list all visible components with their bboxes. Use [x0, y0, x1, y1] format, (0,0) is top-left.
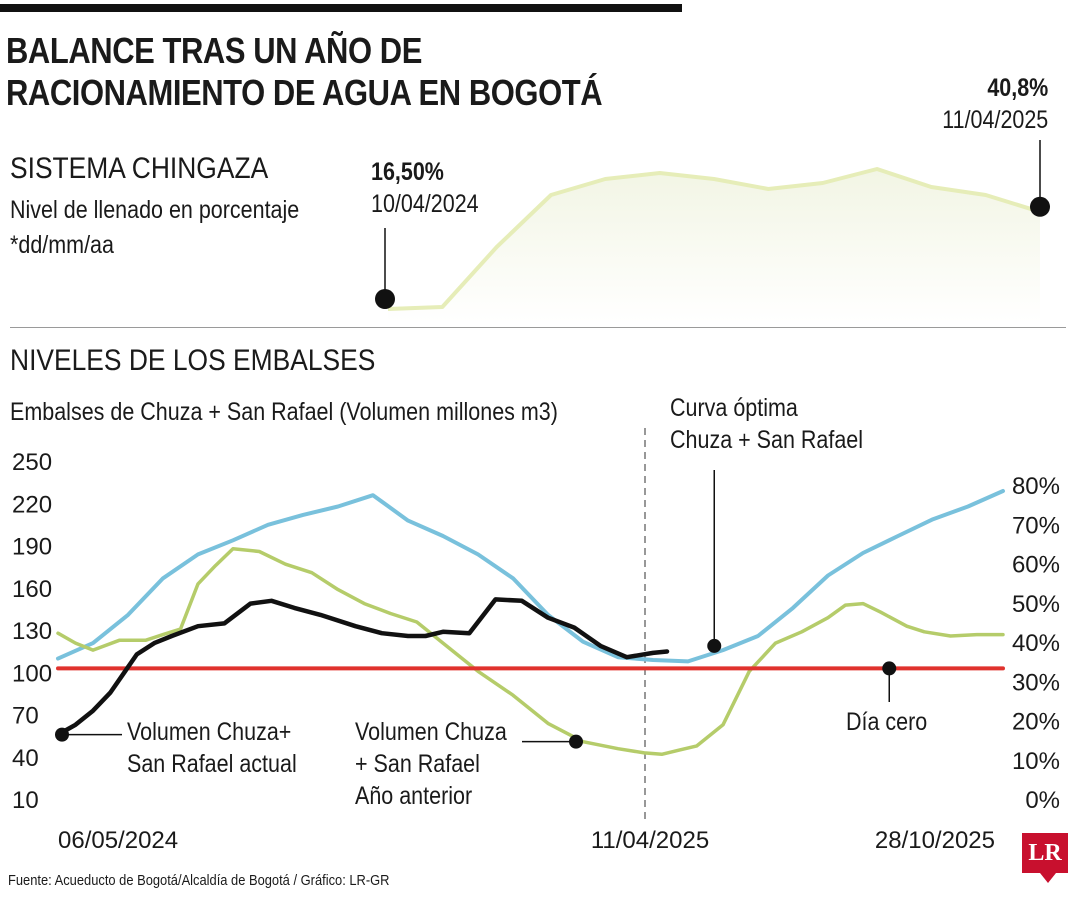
annotation-actual-line2: San Rafael actual — [127, 750, 297, 778]
lr-logo-tail — [1040, 873, 1056, 883]
y-tick-right-60pct: 60% — [1012, 552, 1060, 579]
x-tick-1: 11/04/2025 — [591, 827, 709, 854]
embalses-heading: NIVELES DE LOS EMBALSES — [10, 344, 376, 377]
marker-actual — [55, 727, 69, 742]
page-title: BALANCE TRAS UN AÑO DE RACIONAMIENTO DE … — [6, 30, 603, 114]
embalses-subtitle: Embalses de Chuza + San Rafael (Volumen … — [10, 398, 558, 426]
source-note: Fuente: Acueducto de Bogotá/Alcaldía de … — [8, 872, 390, 889]
annotation-anterior-line3: Año anterior — [355, 782, 473, 810]
chingaza-end-date: 11/04/2025 — [941, 106, 1048, 134]
y-tick-right-70pct: 70% — [1012, 512, 1060, 539]
y-tick-left-130: 130 — [12, 618, 52, 645]
section-divider — [10, 327, 1066, 328]
y-tick-right-80pct: 80% — [1012, 473, 1060, 500]
annotation-actual-line1: Volumen Chuza+ — [127, 718, 292, 746]
lr-logo: LR — [1022, 833, 1068, 873]
y-tick-right-50pct: 50% — [1012, 591, 1060, 618]
line-optima — [56, 489, 1005, 664]
annotation-optima: Curva óptima Chuza + San Rafael — [670, 392, 863, 456]
x-tick-0: 06/05/2024 — [58, 827, 178, 854]
top-rule — [0, 4, 682, 12]
y-tick-left-70: 70 — [12, 703, 39, 730]
marker-optima — [707, 638, 722, 653]
y-tick-right-0pct: 0% — [1025, 787, 1060, 814]
annotation-dia-cero: Día cero — [846, 708, 928, 736]
y-tick-right-40pct: 40% — [1012, 630, 1060, 657]
line-anterior — [56, 546, 1005, 757]
y-tick-left-100: 100 — [12, 660, 52, 687]
embalses-chart: 250 220 190 160 130 100 70 40 10 80% 70% 60% 50% 40% 3… — [12, 428, 1060, 854]
chingaza-end-value: 40,8% — [987, 74, 1048, 102]
y-tick-left-160: 160 — [12, 576, 52, 603]
annotation-optima-line2: Chuza + San Rafael — [670, 426, 864, 454]
y-tick-left-250: 250 — [12, 449, 52, 476]
y-tick-left-10: 10 — [12, 787, 39, 814]
chingaza-start-marker — [375, 289, 395, 309]
chingaza-area — [388, 169, 1040, 323]
chingaza-end-marker — [1030, 196, 1050, 217]
chingaza-date-format: *dd/mm/aa — [10, 231, 114, 259]
y-tick-left-220: 220 — [12, 491, 52, 518]
chingaza-end-annotation: 40,8% 11/04/2025 — [942, 72, 1048, 136]
annotation-actual: Volumen Chuza+ San Rafael actual — [127, 716, 297, 780]
annotation-anterior: Volumen Chuza + San Rafael Año anterior — [355, 716, 507, 812]
chingaza-subtitle: Nivel de llenado en porcentaje — [10, 196, 300, 224]
y-tick-left-40: 40 — [12, 745, 39, 772]
x-tick-2: 28/10/2025 — [875, 827, 995, 854]
title-line-2: RACIONAMIENTO DE AGUA EN BOGOTÁ — [6, 72, 603, 113]
title-line-1: BALANCE TRAS UN AÑO DE — [6, 30, 422, 71]
y-tick-right-20pct: 20% — [1012, 709, 1060, 736]
y-tick-right-30pct: 30% — [1012, 669, 1060, 696]
y-tick-left-190: 190 — [12, 534, 52, 561]
chingaza-chart — [375, 140, 1050, 323]
annotation-anterior-line1: Volumen Chuza — [355, 718, 507, 746]
chingaza-line — [387, 167, 1041, 311]
chingaza-start-value: 16,50% — [371, 158, 444, 186]
marker-dia-cero — [882, 661, 897, 676]
y-tick-right-10pct: 10% — [1012, 748, 1060, 775]
chingaza-start-annotation: 16,50% 10/04/2024 — [371, 156, 479, 220]
line-actual — [55, 597, 670, 737]
chingaza-heading: SISTEMA CHINGAZA — [10, 152, 269, 185]
annotation-anterior-line2: + San Rafael — [355, 750, 480, 778]
marker-anterior — [569, 734, 583, 749]
annotation-optima-line1: Curva óptima — [670, 394, 798, 422]
chingaza-start-date: 10/04/2024 — [371, 190, 479, 218]
